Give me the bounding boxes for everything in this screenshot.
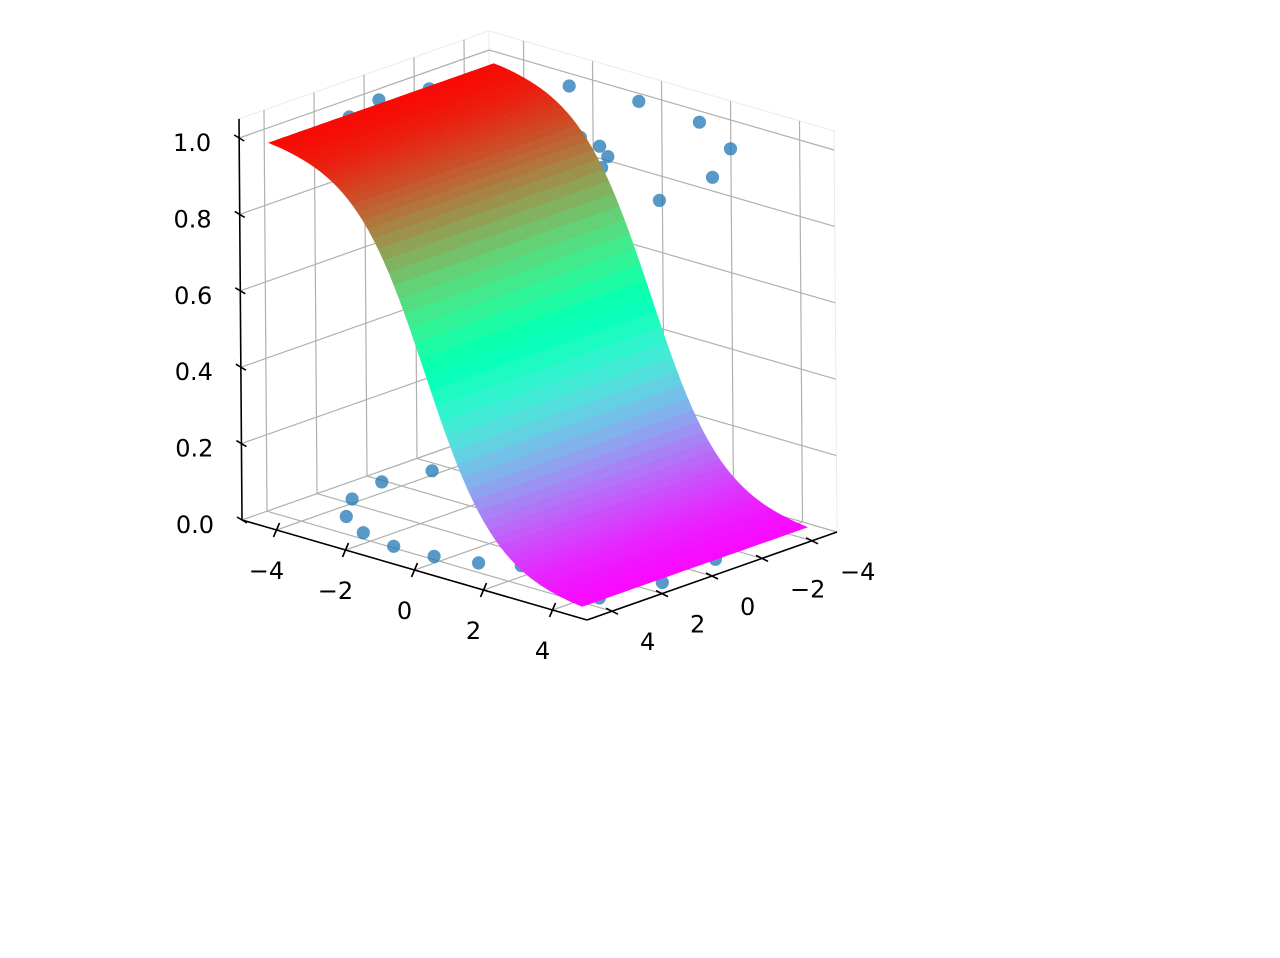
scatter-point	[601, 150, 615, 164]
y-tick-mark	[705, 572, 719, 580]
z-tick-mark	[234, 287, 246, 295]
y-tick-mark	[755, 554, 769, 563]
grid-line-back-x	[798, 120, 804, 523]
x-tick-label: −2	[318, 577, 353, 605]
scatter-point	[387, 539, 401, 553]
z-axis-line	[238, 118, 243, 521]
x-tick-mark	[479, 582, 488, 598]
z-tick-label: 0.4	[175, 358, 213, 386]
grid-line-back-z	[488, 49, 835, 151]
y-tick-mark	[605, 607, 619, 615]
z-tick-label: 0.0	[176, 511, 214, 539]
scatter-point	[375, 475, 389, 489]
y-tick-mark	[805, 537, 819, 545]
x-tick-label: −4	[249, 557, 284, 585]
y-tick-label: 2	[690, 611, 705, 639]
scatter-point	[652, 193, 667, 207]
grid-line-side-y	[263, 110, 268, 512]
y-tick-label: −4	[840, 558, 875, 586]
z-tick-label: 0.8	[174, 205, 212, 233]
scatter-point	[339, 509, 353, 524]
surface-facet	[268, 139, 283, 146]
scatter-point	[472, 556, 486, 570]
y-tick-label: 4	[640, 628, 655, 656]
y-tick-label: 0	[740, 593, 755, 621]
grid-line-side-z	[239, 49, 490, 139]
grid-line-floor-y	[266, 510, 613, 612]
grid-line-back-x	[729, 100, 735, 503]
scatter-point	[705, 170, 720, 184]
x-tick-label: 0	[397, 597, 412, 625]
z-tick-mark	[235, 439, 247, 448]
z-tick-mark	[234, 210, 246, 219]
z-tick-mark	[236, 516, 248, 524]
z-tick-mark	[235, 363, 247, 371]
x-tick-mark	[272, 522, 281, 538]
y-tick-label: −2	[790, 575, 825, 603]
z-tick-label: 1.0	[173, 129, 211, 157]
z-tick-mark	[233, 134, 245, 142]
scatter-point	[723, 142, 738, 156]
x-tick-mark	[341, 542, 350, 558]
scatter-point	[356, 526, 370, 540]
x-tick-label: 4	[535, 637, 550, 665]
scatter-point	[425, 464, 439, 478]
scatter-point	[427, 549, 441, 564]
scatter-point	[692, 115, 707, 129]
scatter-point	[345, 492, 359, 506]
surface-plot	[268, 63, 809, 607]
x-tick-mark	[548, 602, 557, 618]
z-tick-label: 0.6	[174, 282, 212, 310]
x-tick-mark	[410, 562, 419, 578]
scatter-point	[593, 139, 607, 153]
scatter-point	[562, 79, 576, 93]
z-tick-label: 0.2	[175, 435, 213, 463]
y-tick-mark	[655, 589, 669, 598]
scatter-point	[632, 94, 646, 108]
x-tick-label: 2	[466, 617, 481, 645]
tick-labels: −4 −2 0 2 4 −4 −2 0 2 4 0.0 0.2 0.4 0.6 0.8 1.0	[173, 129, 875, 665]
